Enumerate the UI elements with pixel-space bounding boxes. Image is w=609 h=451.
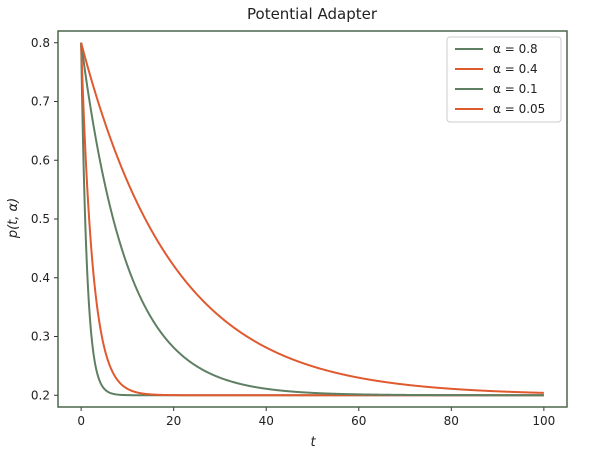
- y-axis-label: p(t, α): [6, 198, 21, 239]
- x-tick-label: 40: [259, 414, 274, 428]
- x-tick-label: 80: [444, 414, 459, 428]
- x-axis-ticks: 0 20 40 60 80 100: [77, 407, 555, 428]
- series-line-3: [80, 42, 545, 394]
- x-tick-label: 100: [532, 414, 555, 428]
- x-tick-label: 0: [77, 414, 85, 428]
- legend-box: [446, 36, 562, 123]
- y-tick-label: 0.2: [31, 388, 50, 402]
- y-tick-label: 0.6: [31, 153, 50, 167]
- x-tick-label: 60: [351, 414, 366, 428]
- legend-label: α = 0.8: [493, 42, 538, 56]
- y-axis-ticks: 0.2 0.3 0.4 0.5 0.6 0.7 0.8: [31, 36, 58, 402]
- legend: α = 0.8 α = 0.4 α = 0.1 α = 0.05: [446, 36, 562, 123]
- y-tick-label: 0.7: [31, 95, 50, 109]
- series-line-2: [80, 42, 545, 397]
- series-lines: [80, 42, 545, 397]
- legend-label: α = 0.1: [493, 82, 538, 96]
- legend-label: α = 0.05: [493, 102, 545, 116]
- x-axis-label: t: [310, 435, 316, 450]
- chart-title: Potential Adapter: [247, 5, 378, 23]
- x-tick-label: 20: [166, 414, 181, 428]
- plot-frame: [57, 30, 568, 408]
- y-tick-label: 0.8: [31, 36, 50, 50]
- legend-label: α = 0.4: [493, 62, 538, 76]
- y-tick-label: 0.3: [31, 330, 50, 344]
- y-tick-label: 0.4: [31, 271, 50, 285]
- y-tick-label: 0.5: [31, 212, 50, 226]
